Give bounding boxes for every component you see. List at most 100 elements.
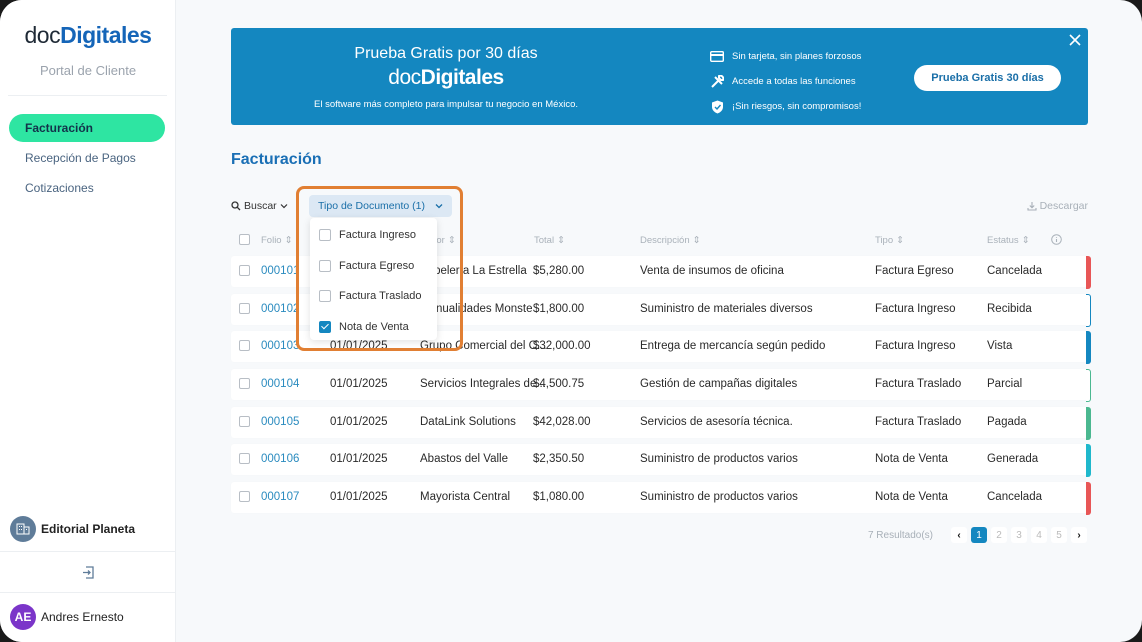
total-cell: $1,080.00 bbox=[533, 491, 585, 504]
divider bbox=[0, 551, 175, 552]
description-cell: Gestión de campañas digitales bbox=[640, 378, 798, 391]
provider-cell: Manualidades Monste bbox=[420, 302, 533, 315]
download-button[interactable]: Descargar bbox=[1027, 197, 1088, 215]
sidebar-item-recepcion-de-pagos[interactable]: Recepción de Pagos bbox=[25, 151, 136, 165]
divider bbox=[0, 592, 175, 593]
prev-page-button[interactable]: ‹ bbox=[951, 527, 967, 543]
row-checkbox[interactable] bbox=[239, 378, 250, 390]
description-cell: Servicios de asesoría técnica. bbox=[640, 415, 793, 428]
chevron-down-icon bbox=[280, 204, 288, 209]
row-checkbox[interactable] bbox=[239, 491, 250, 503]
search-label: Buscar bbox=[244, 200, 277, 212]
column-label: Tipo bbox=[875, 235, 894, 246]
document-type-filter[interactable]: Tipo de Documento (1) bbox=[309, 195, 452, 217]
trial-cta-button[interactable]: Prueba Gratis 30 días bbox=[914, 65, 1061, 91]
column-folio[interactable]: Folio ⇕ bbox=[261, 235, 293, 246]
status-indicator bbox=[1086, 256, 1091, 289]
type-cell: Factura Traslado bbox=[875, 415, 962, 428]
checkbox[interactable] bbox=[239, 234, 250, 245]
provider-cell: Mayorista Central bbox=[420, 491, 511, 504]
logo-digitales-text: Digitales bbox=[60, 22, 152, 48]
option-factura-traslado[interactable]: Factura Traslado bbox=[310, 281, 437, 312]
company-selector[interactable]: Editorial Planeta bbox=[10, 516, 135, 542]
checkbox-cell bbox=[239, 340, 250, 354]
table-row[interactable]: 000107 01/01/2025 Mayorista Central $1,080.… bbox=[231, 482, 1091, 516]
page-1-button[interactable]: 1 bbox=[971, 527, 987, 543]
table-row[interactable]: 000105 01/01/2025 DataLink Solutions $42,02… bbox=[231, 406, 1091, 440]
status-cell: Recibida bbox=[987, 302, 1032, 315]
page-4-button[interactable]: 4 bbox=[1031, 527, 1047, 543]
checkbox[interactable] bbox=[319, 290, 331, 303]
date-cell: 01/01/2025 bbox=[330, 378, 388, 391]
info-icon[interactable] bbox=[1051, 234, 1062, 245]
type-cell: Factura Ingreso bbox=[875, 340, 956, 353]
tools-icon bbox=[710, 74, 724, 89]
table-row[interactable]: 000106 01/01/2025 Abastos del Valle $2,350.… bbox=[231, 444, 1091, 478]
page-5-button[interactable]: 5 bbox=[1051, 527, 1067, 543]
row-checkbox[interactable] bbox=[239, 415, 250, 427]
sort-icon: ⇕ bbox=[896, 235, 905, 246]
column-label: Folio bbox=[261, 235, 282, 246]
folio-link[interactable]: 000101 bbox=[261, 265, 300, 277]
option-nota-de-venta[interactable]: Nota de Venta bbox=[310, 312, 437, 343]
checkbox[interactable] bbox=[319, 259, 331, 272]
folio-link[interactable]: 000102 bbox=[261, 302, 300, 315]
row-checkbox[interactable] bbox=[239, 302, 250, 314]
sidebar-nav: Facturación Recepción de Pagos Cotizacio… bbox=[9, 114, 165, 204]
divider bbox=[8, 95, 167, 96]
logout-icon[interactable] bbox=[80, 564, 96, 580]
checkbox-cell bbox=[239, 491, 250, 505]
total-cell: $2,350.50 bbox=[533, 453, 585, 466]
column-estatus[interactable]: Estatus ⇕ bbox=[987, 235, 1030, 246]
description-cell: Suministro de productos varios bbox=[640, 453, 798, 466]
option-factura-egreso[interactable]: Factura Egreso bbox=[310, 251, 437, 282]
sidebar-item-cotizaciones[interactable]: Cotizaciones bbox=[25, 181, 94, 195]
sort-icon: ⇕ bbox=[447, 235, 456, 246]
column-total[interactable]: Total ⇕ bbox=[534, 235, 565, 246]
total-cell: $42,028.00 bbox=[533, 415, 591, 428]
page-2-button[interactable]: 2 bbox=[991, 527, 1007, 543]
folio-link[interactable]: 000106 bbox=[261, 453, 300, 466]
row-checkbox[interactable] bbox=[239, 340, 250, 352]
sort-icon: ⇕ bbox=[557, 235, 566, 246]
date-cell: 01/01/2025 bbox=[330, 491, 388, 504]
provider-cell: Servicios Integrales de... bbox=[420, 378, 546, 391]
banner-logo-digitales: Digitales bbox=[420, 66, 505, 89]
folio-link[interactable]: 000104 bbox=[261, 378, 300, 391]
filter-label: Tipo de Documento (1) bbox=[318, 200, 425, 212]
close-icon[interactable] bbox=[1068, 33, 1082, 47]
pagination: 7 Resultado(s) ‹ 1 2 3 4 5 › bbox=[868, 527, 1087, 543]
select-all-checkbox[interactable] bbox=[239, 234, 250, 245]
status-cell: Parcial bbox=[987, 378, 1023, 391]
table-row[interactable]: 000104 01/01/2025 Servicios Integrales de.… bbox=[231, 369, 1091, 403]
option-factura-ingreso[interactable]: Factura Ingreso bbox=[310, 220, 437, 251]
status-cell: Pagada bbox=[987, 415, 1027, 428]
docdigitales-logo[interactable]: docDigitales bbox=[0, 22, 176, 49]
folio-link[interactable]: 000105 bbox=[261, 415, 300, 428]
sidebar: docDigitales Portal de Cliente Facturaci… bbox=[0, 0, 176, 642]
provider-cell: DataLink Solutions bbox=[420, 415, 516, 428]
provider-cell: Papelería La Estrella bbox=[420, 265, 527, 277]
type-cell: Factura Ingreso bbox=[875, 302, 956, 315]
sidebar-item-facturacion[interactable]: Facturación bbox=[9, 114, 165, 142]
table-row[interactable]: 000103 01/01/2025 Grupo Comercial del C...… bbox=[231, 331, 1091, 365]
folio-link[interactable]: 000107 bbox=[261, 491, 300, 504]
credit-card-icon bbox=[710, 50, 724, 64]
main-content: Prueba Gratis por 30 días docDigitales E… bbox=[176, 0, 1142, 642]
folio-link[interactable]: 000103 bbox=[261, 340, 300, 353]
checkbox-checked[interactable] bbox=[319, 320, 331, 333]
checkbox[interactable] bbox=[319, 229, 331, 242]
row-checkbox[interactable] bbox=[239, 453, 250, 465]
page-3-button[interactable]: 3 bbox=[1011, 527, 1027, 543]
column-descripcion[interactable]: Descripción ⇕ bbox=[640, 235, 701, 246]
search-button[interactable]: Buscar bbox=[231, 197, 288, 215]
portal-label: Portal de Cliente bbox=[39, 63, 137, 78]
type-cell: Nota de Venta bbox=[875, 453, 948, 466]
column-tipo[interactable]: Tipo ⇕ bbox=[875, 235, 904, 246]
status-cell: Generada bbox=[987, 453, 1039, 466]
description-cell: Venta de insumos de oficina bbox=[640, 265, 784, 277]
next-page-button[interactable]: › bbox=[1071, 527, 1087, 543]
row-checkbox[interactable] bbox=[239, 265, 250, 276]
user-profile[interactable]: AE Andres Ernesto bbox=[10, 604, 124, 630]
